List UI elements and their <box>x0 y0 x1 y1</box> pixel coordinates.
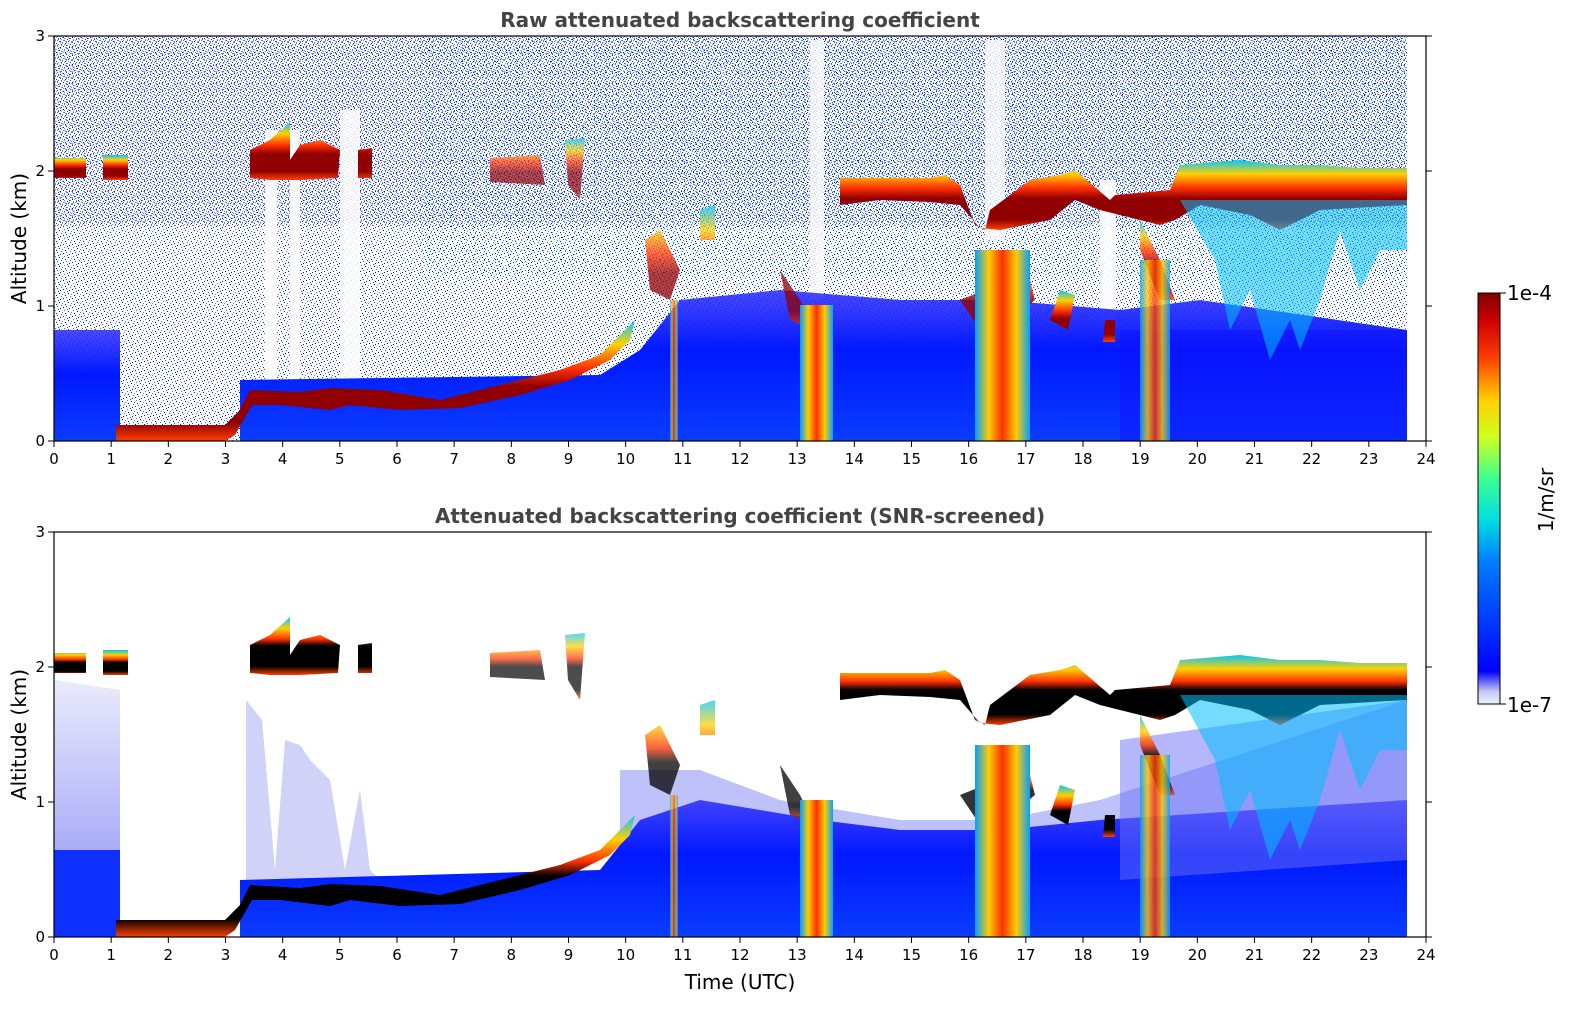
panel1-title: Raw attenuated backscattering coefficien… <box>500 8 980 32</box>
colorbar-max-label: 1e-4 <box>1507 281 1552 305</box>
x-tick-label: 2 <box>164 946 174 964</box>
x-tick-label: 14 <box>845 946 864 964</box>
panel1-upper-layer-early <box>54 155 128 180</box>
x-tick-label: 14 <box>845 450 864 468</box>
y-tick-label: 0 <box>35 432 45 450</box>
panel2-x-axis: 0 1 2 3 4 5 6 7 8 9 10 11 12 13 14 15 16 17 18 19 20 21 22 23 24 <box>49 937 1436 964</box>
x-tick-label: 7 <box>449 450 459 468</box>
panel2-upper-layer-early <box>54 650 128 675</box>
x-tick-label: 9 <box>564 450 574 468</box>
x-tick-label: 23 <box>1359 946 1378 964</box>
x-tick-label: 20 <box>1188 946 1207 964</box>
panel1-shaft-16h <box>975 250 1030 441</box>
x-tick-label: 10 <box>616 450 635 468</box>
colorbar-min-label: 1e-7 <box>1507 693 1552 717</box>
x-tick-label: 3 <box>221 450 231 468</box>
x-tick-label: 23 <box>1359 450 1378 468</box>
x-tick-label: 3 <box>221 946 231 964</box>
x-tick-label: 22 <box>1302 450 1321 468</box>
y-tick-label: 2 <box>35 162 45 180</box>
y-tick-label: 3 <box>35 523 45 541</box>
panel2-upper-patches <box>250 617 372 675</box>
x-tick-label: 10 <box>616 946 635 964</box>
panel2-heatmap <box>54 532 1426 937</box>
x-tick-label: 17 <box>1016 946 1035 964</box>
x-tick-label: 11 <box>673 946 692 964</box>
x-tick-label: 0 <box>49 450 59 468</box>
x-tick-label: 0 <box>49 946 59 964</box>
x-tick-label: 5 <box>335 946 345 964</box>
panel1-shaft-13h <box>800 305 833 441</box>
x-tick-label: 8 <box>507 450 517 468</box>
panel2-title: Attenuated backscattering coefficient (S… <box>435 504 1045 528</box>
panel1-y-axis: 0 1 2 3 <box>35 27 1432 450</box>
x-tick-label: 4 <box>278 946 288 964</box>
panel1-x-axis: 0 1 2 3 4 5 6 7 8 9 10 11 12 13 14 15 16 17 18 19 20 21 22 23 24 <box>49 441 1436 468</box>
y-tick-label: 1 <box>35 793 45 811</box>
x-tick-label: 24 <box>1416 946 1435 964</box>
x-tick-label: 17 <box>1016 450 1035 468</box>
panel2-y-axis-label: Altitude (km) <box>7 669 31 800</box>
panel2-y-axis: 0 1 2 3 <box>35 523 1432 946</box>
x-tick-label: 21 <box>1245 946 1264 964</box>
x-tick-label: 8 <box>507 946 517 964</box>
x-tick-label: 21 <box>1245 450 1264 468</box>
x-tick-label: 9 <box>564 946 574 964</box>
x-tick-label: 18 <box>1073 946 1092 964</box>
panel1-heatmap <box>54 36 1426 441</box>
panel1-y-axis-label: Altitude (km) <box>7 173 31 304</box>
panel1-boundary-layer <box>116 320 635 441</box>
colorbar-unit-label: 1/m/sr <box>1534 467 1558 532</box>
x-tick-label: 15 <box>902 946 921 964</box>
x-tick-label: 7 <box>449 946 459 964</box>
x-axis-label: Time (UTC) <box>684 970 796 994</box>
x-tick-label: 11 <box>673 450 692 468</box>
x-tick-label: 13 <box>788 450 807 468</box>
x-tick-label: 1 <box>106 946 116 964</box>
x-tick-label: 19 <box>1131 946 1150 964</box>
x-tick-label: 15 <box>902 450 921 468</box>
x-tick-label: 12 <box>730 946 749 964</box>
x-tick-label: 19 <box>1131 450 1150 468</box>
colorbar: 1e-4 1e-7 1/m/sr <box>1477 281 1558 717</box>
y-tick-label: 3 <box>35 27 45 45</box>
x-tick-label: 13 <box>788 946 807 964</box>
x-tick-label: 2 <box>164 450 174 468</box>
x-tick-label: 6 <box>392 946 402 964</box>
y-tick-label: 2 <box>35 658 45 676</box>
x-tick-label: 4 <box>278 450 288 468</box>
colorbar-gradient <box>1477 292 1501 705</box>
x-tick-label: 16 <box>959 946 978 964</box>
panel1-upper-patches <box>250 122 372 180</box>
x-tick-label: 5 <box>335 450 345 468</box>
x-tick-label: 6 <box>392 450 402 468</box>
panel2-boundary-layer <box>116 815 635 937</box>
x-tick-label: 20 <box>1188 450 1207 468</box>
x-tick-label: 18 <box>1073 450 1092 468</box>
x-tick-label: 1 <box>106 450 116 468</box>
y-tick-label: 0 <box>35 928 45 946</box>
panel2-shaft-16h <box>975 745 1030 937</box>
x-tick-label: 24 <box>1416 450 1435 468</box>
y-tick-label: 1 <box>35 297 45 315</box>
x-tick-label: 12 <box>730 450 749 468</box>
panel2-shaft-13h <box>800 800 833 937</box>
x-tick-label: 16 <box>959 450 978 468</box>
x-tick-label: 22 <box>1302 946 1321 964</box>
